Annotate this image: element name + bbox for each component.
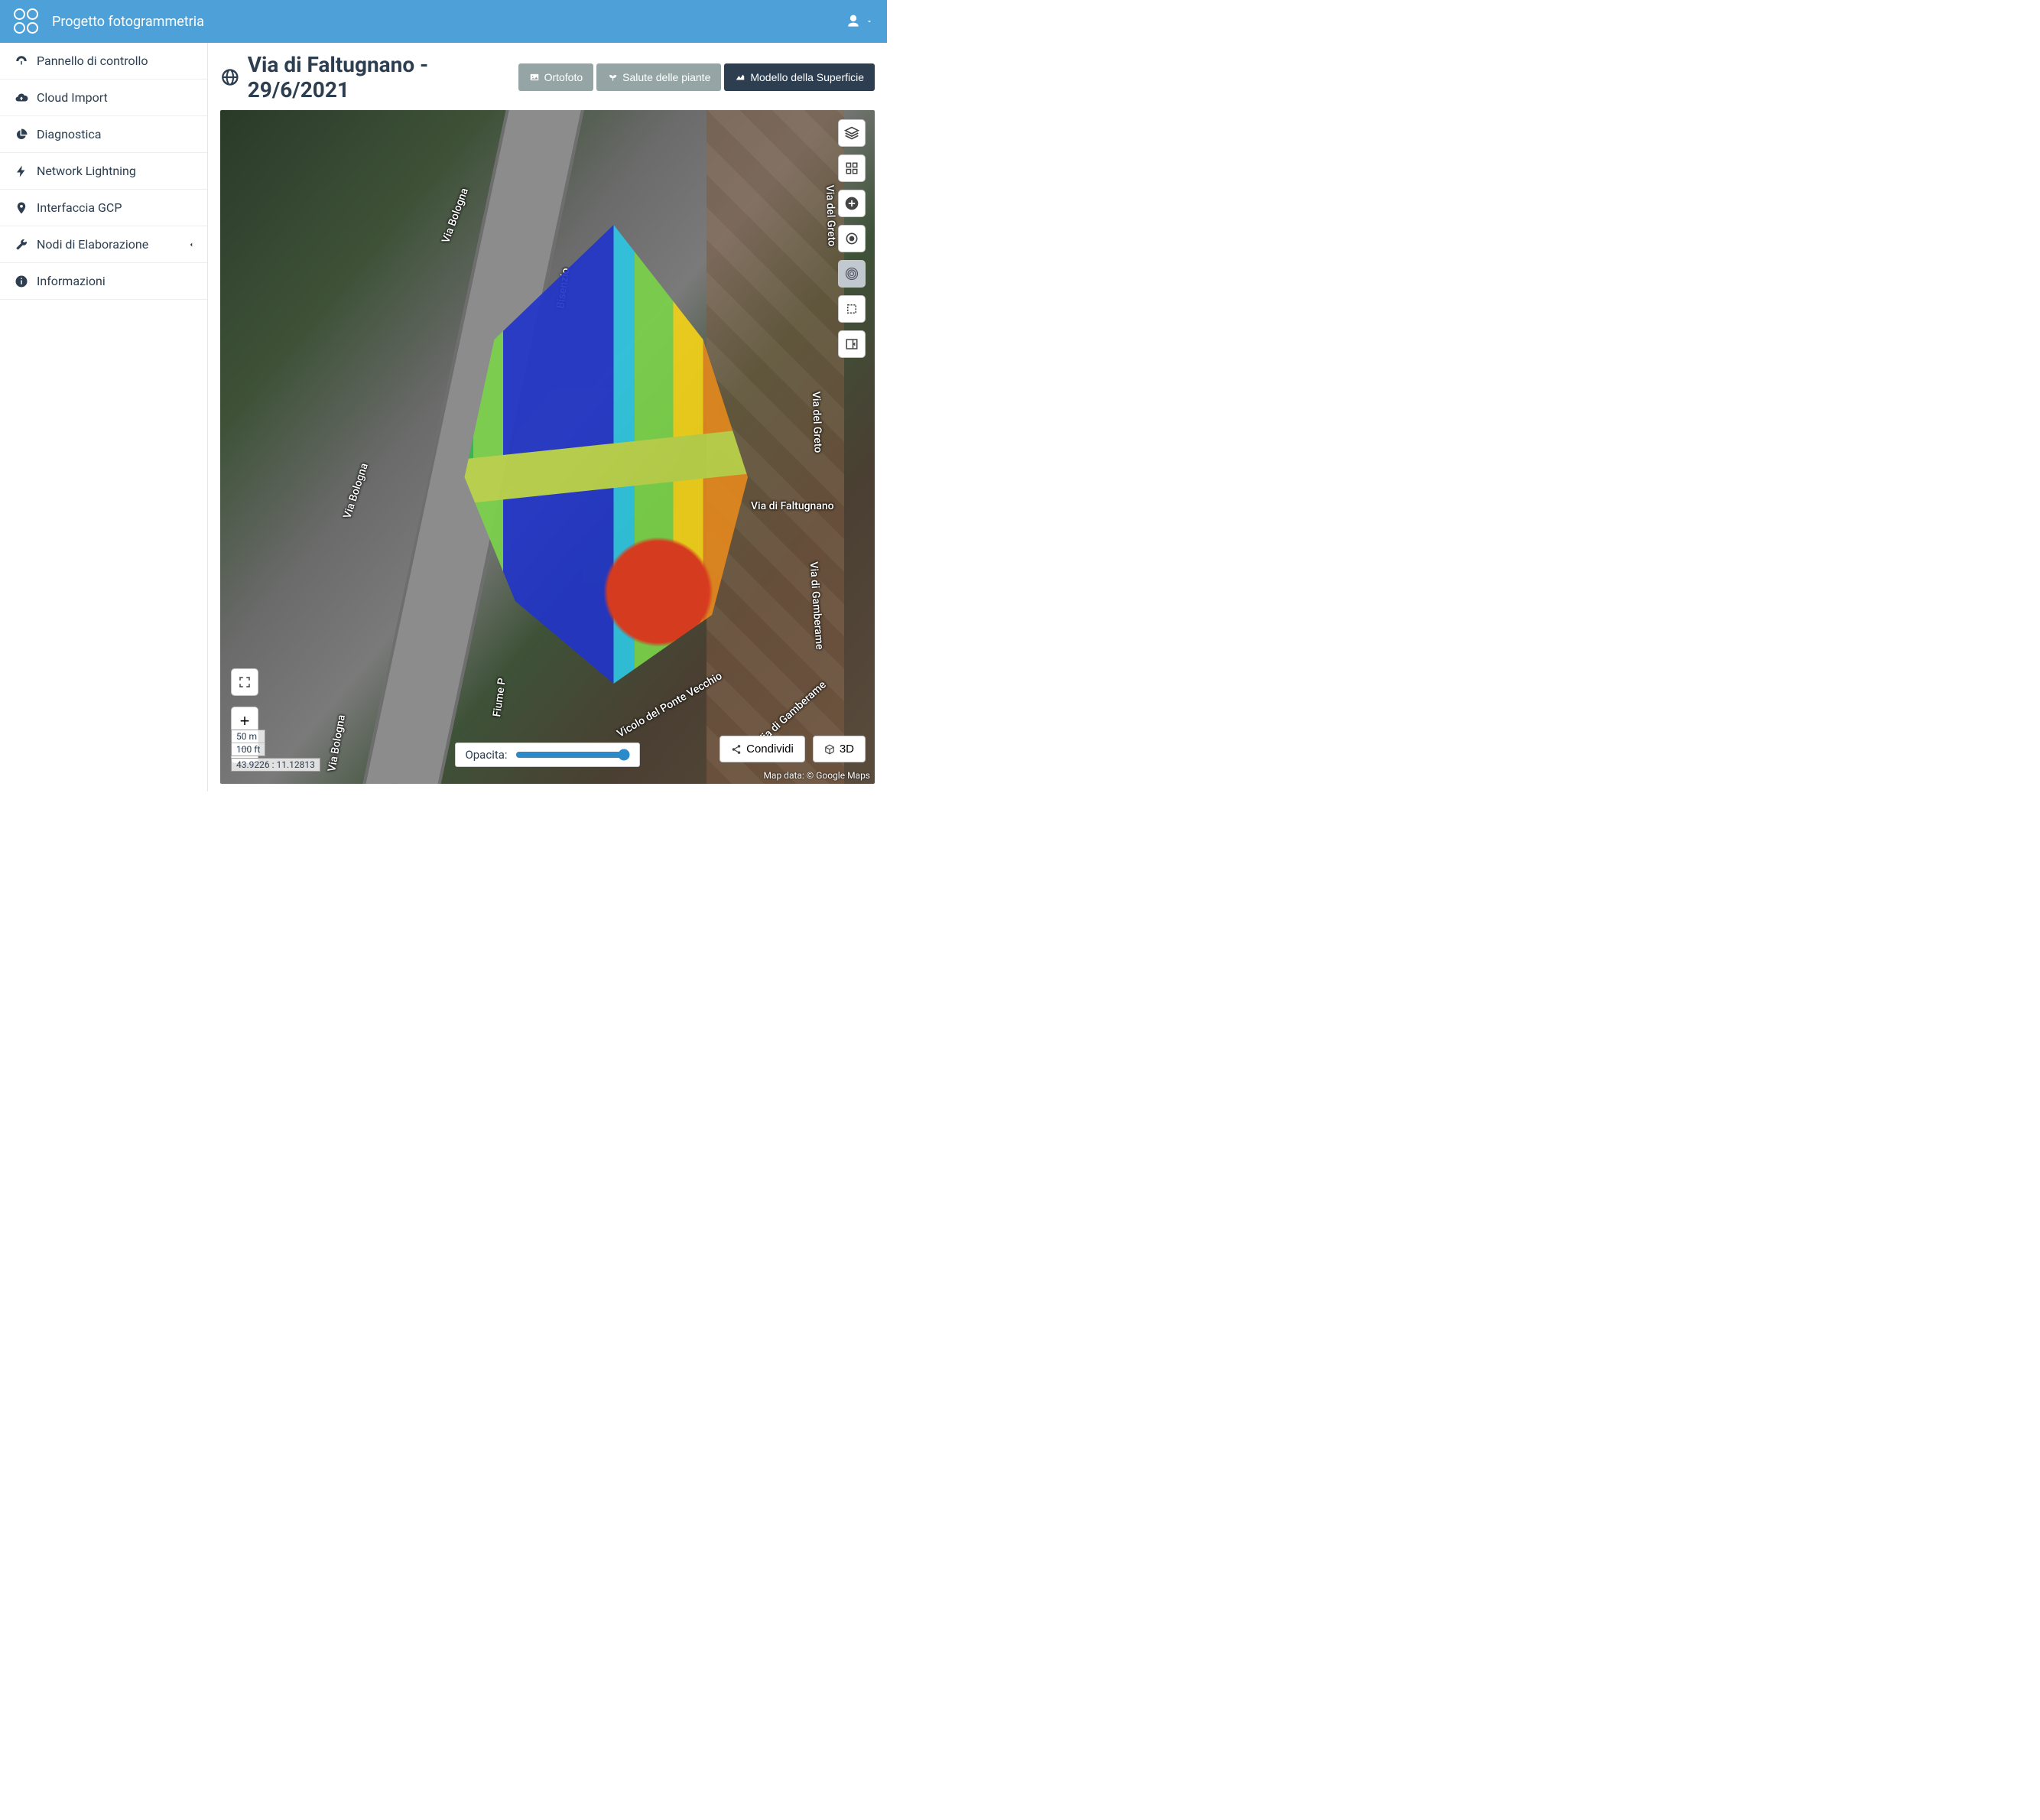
3d-button-label: 3D [840, 743, 854, 756]
sidebar-item-label: Cloud Import [37, 90, 108, 105]
tab-label: Ortofoto [544, 71, 583, 83]
sidebar-item-label: Interfaccia GCP [37, 200, 122, 215]
main: Via di Faltugnano - 29/6/2021 Ortofoto Sa… [208, 43, 887, 791]
sidebar-item-label: Nodi di Elaborazione [37, 237, 148, 252]
sidebar-item-label: Informazioni [37, 274, 106, 288]
sidebar-item-label: Diagnostica [37, 127, 102, 141]
tab-seedling[interactable]: Salute delle piante [596, 63, 721, 91]
sidebar-item-cloud-upload[interactable]: Cloud Import [0, 80, 207, 116]
cube-icon [824, 744, 835, 755]
add-marker-button[interactable] [838, 190, 866, 217]
3d-button[interactable]: 3D [813, 736, 866, 762]
seedling-icon [607, 72, 618, 83]
topbar: Progetto fotogrammetria [0, 0, 887, 43]
chevron-left-icon [187, 241, 195, 249]
sidebar: Pannello di controllo Cloud Import Diagnos… [0, 43, 208, 791]
side-panel-button[interactable] [838, 330, 866, 358]
sidebar-item-bolt[interactable]: Network Lightning [0, 153, 207, 190]
crop-button[interactable] [838, 295, 866, 323]
tab-image[interactable]: Ortofoto [518, 63, 594, 91]
tab-label: Salute delle piante [622, 71, 710, 83]
cloud-upload-icon [14, 91, 29, 105]
app-title: Progetto fotogrammetria [52, 14, 846, 30]
street-label: Via del Greto [823, 185, 838, 247]
view-tabs: Ortofoto Salute delle piante Modello della… [518, 63, 875, 91]
share-icon [731, 744, 742, 755]
page-title: Via di Faltugnano - 29/6/2021 [248, 52, 512, 102]
user-menu[interactable] [846, 14, 873, 29]
info-icon [14, 275, 29, 288]
bolt-icon [14, 164, 29, 178]
opacity-slider[interactable] [515, 749, 630, 761]
dashboard-icon [14, 54, 29, 68]
opacity-control: Opacita: [455, 743, 639, 767]
tab-label: Modello della Superficie [750, 71, 864, 83]
page-header: Via di Faltugnano - 29/6/2021 Ortofoto Sa… [208, 43, 887, 110]
layers-button[interactable] [838, 119, 866, 147]
wrench-icon [14, 238, 29, 252]
pin-icon [14, 201, 29, 215]
map-tools-right [838, 119, 866, 358]
sidebar-item-dashboard[interactable]: Pannello di controllo [0, 43, 207, 80]
chart-area-icon [735, 72, 746, 83]
sidebar-item-label: Network Lightning [37, 164, 136, 178]
sidebar-item-label: Pannello di controllo [37, 54, 148, 68]
map-attribution: Map data: © Google Maps [763, 770, 870, 781]
tab-chart-area[interactable]: Modello della Superficie [724, 63, 875, 91]
sidebar-item-wrench[interactable]: Nodi di Elaborazione [0, 226, 207, 263]
contour-button[interactable] [838, 260, 866, 288]
app-logo [14, 8, 40, 34]
caret-down-icon [866, 18, 873, 25]
sidebar-item-pin[interactable]: Interfaccia GCP [0, 190, 207, 226]
globe-icon [220, 67, 240, 88]
map-viewport[interactable]: Via BolognaVia BolognaVia BolognaFaltugn… [220, 110, 875, 784]
pie-icon [14, 128, 29, 141]
opacity-label: Opacita: [465, 748, 507, 762]
sidebar-item-info[interactable]: Informazioni [0, 263, 207, 300]
user-icon [846, 14, 861, 29]
sidebar-item-pie[interactable]: Diagnostica [0, 116, 207, 153]
image-icon [529, 72, 540, 83]
grid-button[interactable] [838, 154, 866, 182]
street-label: Via di Faltugnano [751, 500, 834, 512]
target-button[interactable] [838, 225, 866, 252]
fullscreen-button[interactable] [231, 668, 258, 696]
map-action-buttons: Condividi 3D [720, 736, 866, 762]
share-button[interactable]: Condividi [720, 736, 805, 762]
share-button-label: Condividi [746, 743, 794, 756]
street-label: Via del Greto [810, 392, 824, 453]
